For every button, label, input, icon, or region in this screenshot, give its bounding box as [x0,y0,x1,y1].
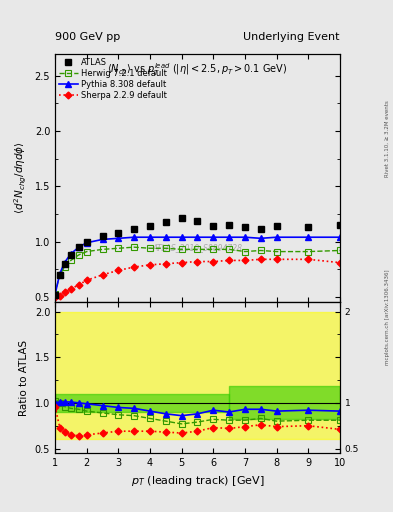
Herwig 7.2.1 default [62,264,67,270]
ATLAS [306,224,310,230]
ATLAS [76,244,81,250]
ATLAS [242,224,247,230]
Sherpa 2.2.9 default [148,262,152,268]
ATLAS [148,223,152,229]
Pythia 8.308 default [306,234,310,240]
Pythia 8.308 default [242,234,247,240]
Herwig 7.2.1 default [163,245,168,251]
Sherpa 2.2.9 default [163,261,168,267]
Text: Rivet 3.1.10, ≥ 3.2M events: Rivet 3.1.10, ≥ 3.2M events [385,100,389,177]
Line: Sherpa 2.2.9 default: Sherpa 2.2.9 default [53,257,342,300]
Sherpa 2.2.9 default [84,277,89,283]
Text: 900 GeV pp: 900 GeV pp [55,32,120,42]
Sherpa 2.2.9 default [76,282,81,288]
Pythia 8.308 default [76,244,81,250]
Pythia 8.308 default [53,292,57,298]
ATLAS [62,261,67,267]
ATLAS [227,222,231,228]
Herwig 7.2.1 default [148,245,152,251]
Line: Herwig 7.2.1 default: Herwig 7.2.1 default [52,244,343,296]
Pythia 8.308 default [227,234,231,240]
Pythia 8.308 default [274,234,279,240]
ATLAS [68,252,73,258]
Line: ATLAS: ATLAS [52,216,343,298]
ATLAS [163,219,168,225]
Sherpa 2.2.9 default [242,258,247,264]
Sherpa 2.2.9 default [116,267,121,273]
ATLAS [259,226,263,232]
ATLAS [53,292,57,298]
Sherpa 2.2.9 default [57,293,62,299]
Text: Underlying Event: Underlying Event [243,32,340,42]
Sherpa 2.2.9 default [211,259,216,265]
ATLAS [195,218,200,224]
Y-axis label: $\langle d^2 N_{chg}/d\eta d\phi \rangle$: $\langle d^2 N_{chg}/d\eta d\phi \rangle… [13,142,29,215]
Legend: ATLAS, Herwig 7.2.1 default, Pythia 8.308 default, Sherpa 2.2.9 default: ATLAS, Herwig 7.2.1 default, Pythia 8.30… [57,56,168,102]
Herwig 7.2.1 default [259,247,263,253]
Pythia 8.308 default [116,235,121,241]
Text: mcplots.cern.ch [arXiv:1306.3436]: mcplots.cern.ch [arXiv:1306.3436] [385,270,389,365]
Sherpa 2.2.9 default [179,260,184,266]
Sherpa 2.2.9 default [62,289,67,295]
Herwig 7.2.1 default [76,252,81,258]
Text: ATLAS_2010_S8894728: ATLAS_2010_S8894728 [152,243,242,252]
ATLAS [116,230,121,236]
Pythia 8.308 default [84,240,89,246]
Sherpa 2.2.9 default [227,258,231,264]
Herwig 7.2.1 default [338,247,342,253]
ATLAS [179,216,184,222]
ATLAS [274,223,279,229]
Herwig 7.2.1 default [84,248,89,254]
Sherpa 2.2.9 default [68,286,73,292]
ATLAS [84,239,89,245]
Sherpa 2.2.9 default [338,260,342,266]
Line: Pythia 8.308 default: Pythia 8.308 default [52,234,343,298]
ATLAS [132,226,136,232]
Y-axis label: Ratio to ATLAS: Ratio to ATLAS [19,339,29,416]
Pythia 8.308 default [259,235,263,241]
Sherpa 2.2.9 default [195,259,200,265]
Herwig 7.2.1 default [227,246,231,252]
Herwig 7.2.1 default [132,244,136,250]
Pythia 8.308 default [57,271,62,277]
Herwig 7.2.1 default [116,245,121,251]
Herwig 7.2.1 default [53,290,57,296]
Herwig 7.2.1 default [195,246,200,252]
Sherpa 2.2.9 default [259,256,263,262]
Pythia 8.308 default [338,234,342,240]
Pythia 8.308 default [62,260,67,266]
Herwig 7.2.1 default [100,246,105,252]
Pythia 8.308 default [100,237,105,243]
Herwig 7.2.1 default [211,246,216,252]
Pythia 8.308 default [211,234,216,240]
Pythia 8.308 default [179,234,184,240]
ATLAS [211,223,216,229]
Sherpa 2.2.9 default [53,294,57,300]
Herwig 7.2.1 default [306,248,310,254]
Sherpa 2.2.9 default [306,256,310,262]
Text: $\langle N_{ch}\rangle$ vs $p_T^{lead}$ ($|\eta| < 2.5, p_T > 0.1$ GeV): $\langle N_{ch}\rangle$ vs $p_T^{lead}$ … [107,61,288,78]
ATLAS [338,222,342,228]
Pythia 8.308 default [132,234,136,240]
Sherpa 2.2.9 default [274,256,279,262]
Pythia 8.308 default [148,234,152,240]
Herwig 7.2.1 default [68,258,73,264]
Sherpa 2.2.9 default [100,272,105,278]
Pythia 8.308 default [68,251,73,257]
Herwig 7.2.1 default [57,272,62,278]
Pythia 8.308 default [195,234,200,240]
Sherpa 2.2.9 default [132,264,136,270]
ATLAS [100,233,105,239]
X-axis label: $p_T$ (leading track) [GeV]: $p_T$ (leading track) [GeV] [130,474,264,487]
ATLAS [57,272,62,278]
Herwig 7.2.1 default [274,248,279,254]
Herwig 7.2.1 default [242,248,247,254]
Pythia 8.308 default [163,234,168,240]
Herwig 7.2.1 default [179,246,184,252]
